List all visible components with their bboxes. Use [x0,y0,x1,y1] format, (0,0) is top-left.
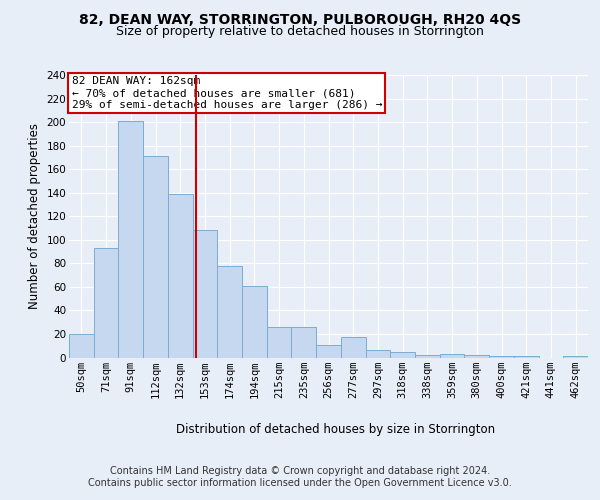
Bar [242,286,267,358]
Text: Size of property relative to detached houses in Storrington: Size of property relative to detached ho… [116,25,484,38]
Bar [563,356,588,358]
Text: 82, DEAN WAY, STORRINGTON, PULBOROUGH, RH20 4QS: 82, DEAN WAY, STORRINGTON, PULBOROUGH, R… [79,12,521,26]
Bar [464,355,489,358]
Bar [267,327,292,358]
Bar [316,344,341,358]
Bar [94,248,118,358]
Text: Distribution of detached houses by size in Storrington: Distribution of detached houses by size … [176,422,496,436]
Bar [489,356,514,358]
Bar [118,121,143,358]
Text: Contains public sector information licensed under the Open Government Licence v3: Contains public sector information licen… [88,478,512,488]
Bar [365,350,390,358]
Bar [168,194,193,358]
Y-axis label: Number of detached properties: Number of detached properties [28,123,41,309]
Bar [341,338,365,357]
Bar [292,327,316,358]
Bar [193,230,217,358]
Bar [143,156,168,358]
Bar [69,334,94,357]
Bar [217,266,242,358]
Bar [440,354,464,358]
Bar [514,356,539,358]
Bar [415,355,440,358]
Text: 82 DEAN WAY: 162sqm
← 70% of detached houses are smaller (681)
29% of semi-detac: 82 DEAN WAY: 162sqm ← 70% of detached ho… [71,76,382,110]
Text: Contains HM Land Registry data © Crown copyright and database right 2024.: Contains HM Land Registry data © Crown c… [110,466,490,476]
Bar [390,352,415,358]
